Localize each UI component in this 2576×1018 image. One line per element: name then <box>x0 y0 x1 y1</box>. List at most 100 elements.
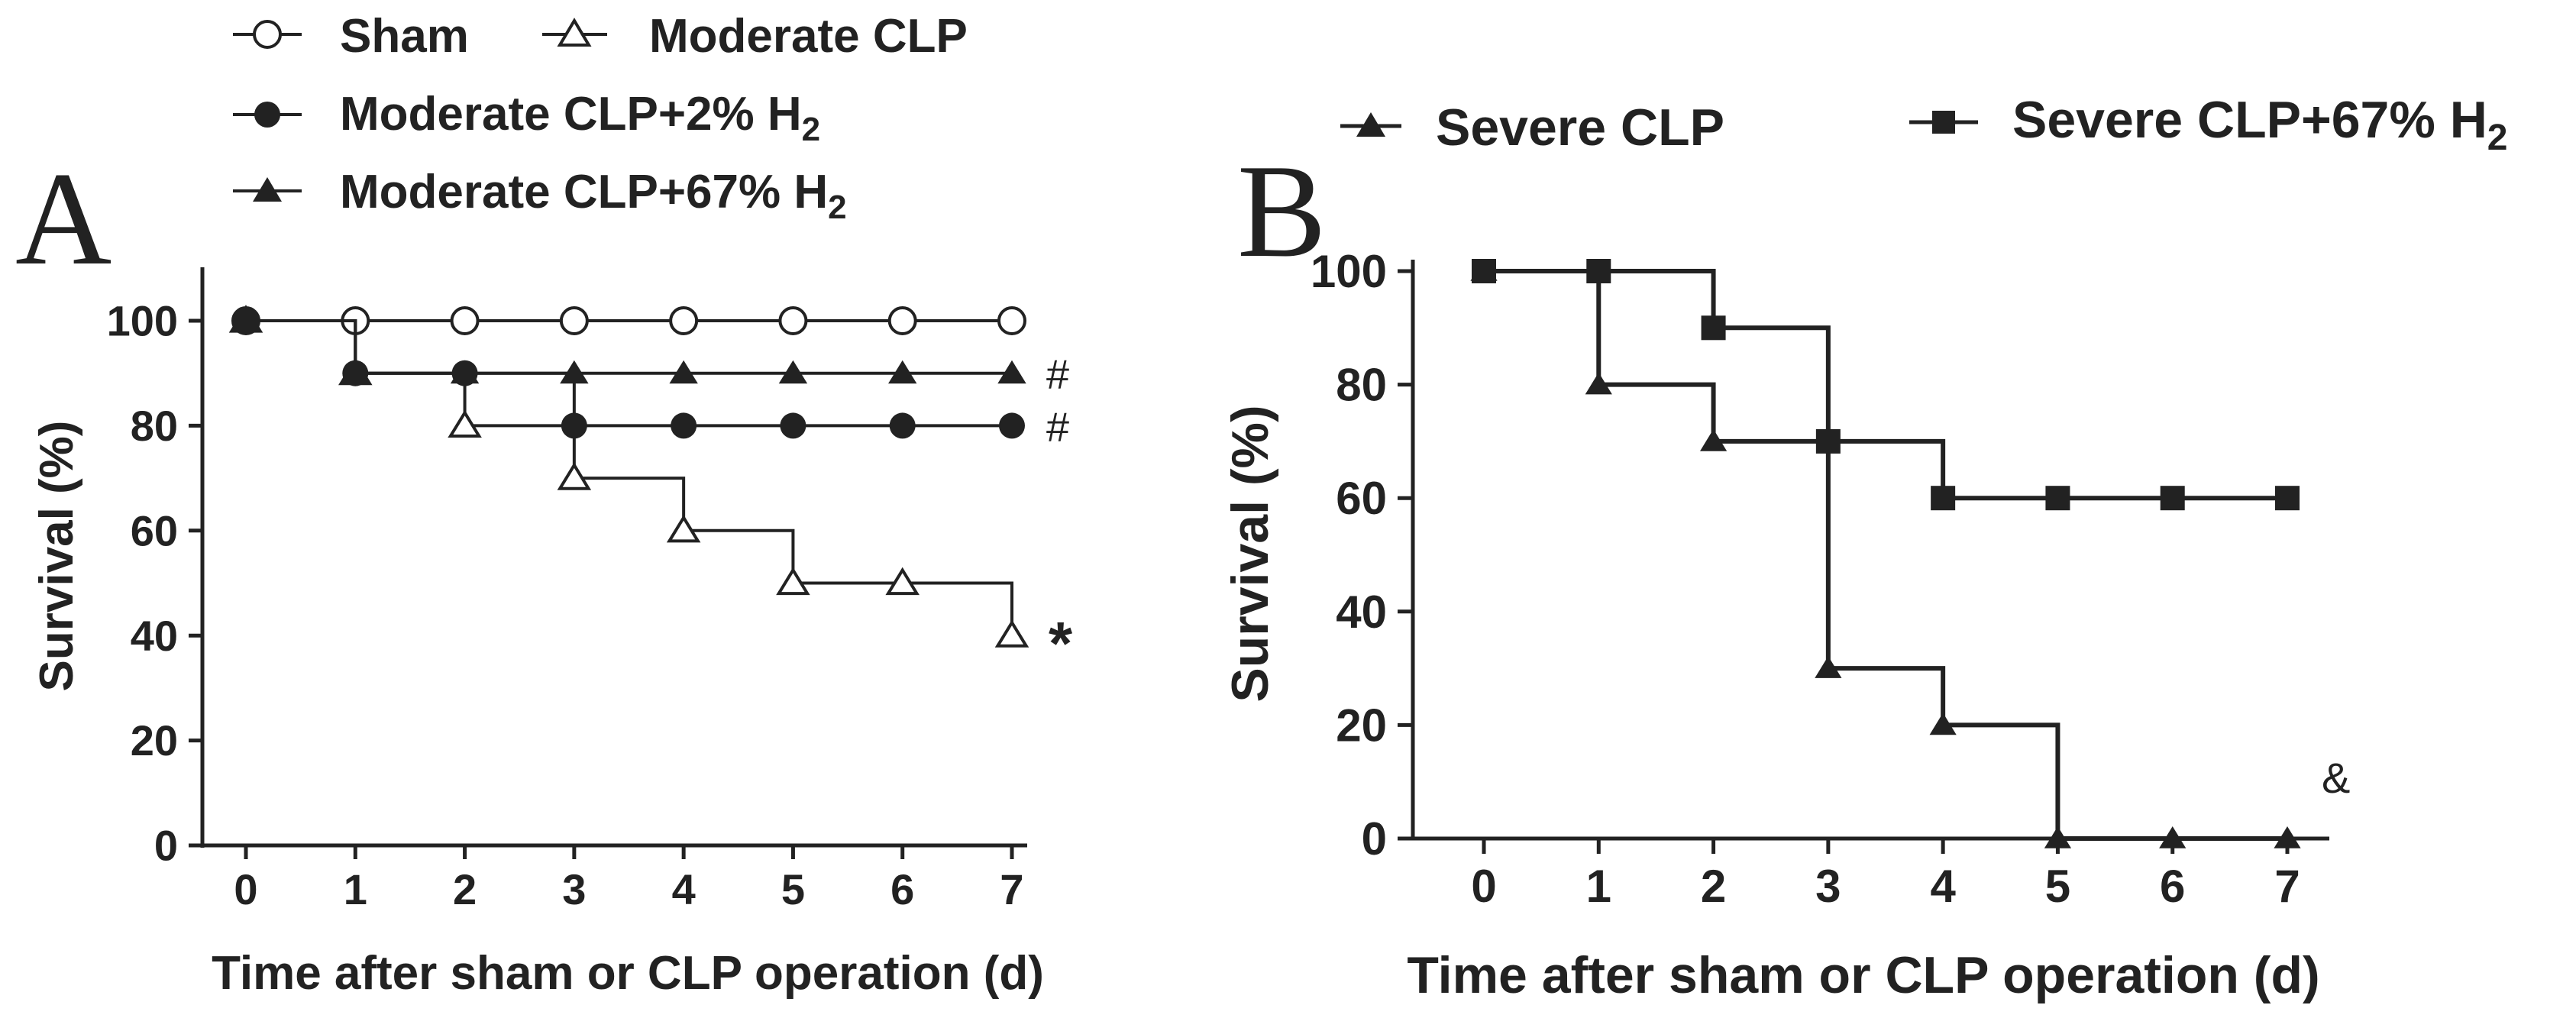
panel-b-label: B <box>1237 137 1327 285</box>
x-tick-label: 1 <box>344 865 367 913</box>
series-moderate-clp-67-h2: # <box>231 308 1069 398</box>
data-point <box>2045 486 2070 511</box>
data-point <box>780 412 806 439</box>
x-tick-label: 3 <box>562 865 586 913</box>
data-point <box>559 306 589 335</box>
filled-triangle-marker-icon <box>253 177 282 202</box>
significance-marker: & <box>2322 754 2350 802</box>
x-tick-label: 1 <box>1586 861 1611 912</box>
data-point <box>885 567 920 596</box>
x-tick-label: 3 <box>1815 861 1841 912</box>
y-axis-title: Survival (%) <box>31 421 83 692</box>
data-point <box>2044 826 2072 848</box>
x-tick-label: 6 <box>890 865 914 913</box>
x-tick-label: 7 <box>1000 865 1023 913</box>
filled-triangle-marker-icon <box>1356 112 1385 137</box>
data-point <box>889 412 916 439</box>
data-point <box>2275 486 2300 511</box>
data-point <box>997 306 1026 335</box>
y-tick-label: 40 <box>131 612 178 660</box>
panel-a: A Sham Moderate CLP Moderate CLP+2% H2 <box>15 10 1073 1000</box>
data-point <box>1701 315 1726 341</box>
data-point <box>448 409 482 438</box>
data-point <box>778 306 808 335</box>
legend-label: Moderate CLP+2% H2 <box>340 88 820 148</box>
data-point <box>2274 826 2301 848</box>
data-point <box>669 360 698 384</box>
legend-item-moderate-clp-67pct-h2: Moderate CLP+67% H2 <box>233 166 847 226</box>
data-point <box>1931 486 1956 511</box>
x-tick-label: 0 <box>234 865 257 913</box>
data-point <box>666 514 701 543</box>
data-point <box>2160 486 2185 511</box>
data-point <box>450 360 480 384</box>
panel-b-legend: Severe CLP Severe CLP+67% H2 <box>1340 91 2508 158</box>
data-point <box>231 308 260 331</box>
y-tick-label: 100 <box>1311 246 1387 297</box>
significance-marker: # <box>1046 352 1069 398</box>
data-point <box>888 360 917 384</box>
data-point <box>561 412 587 439</box>
x-axis-title: Time after sham or CLP operation (d) <box>212 947 1044 1000</box>
filled-circle-marker-icon <box>254 102 280 128</box>
y-tick-label: 100 <box>107 297 178 345</box>
legend-item-moderate-clp-2pct-h2: Moderate CLP+2% H2 <box>233 88 820 148</box>
survival-step-line <box>1484 269 2287 841</box>
data-point <box>994 619 1029 648</box>
x-tick-label: 5 <box>2045 861 2070 912</box>
panel-a-legend: Sham Moderate CLP Moderate CLP+2% H2 Mod… <box>233 10 968 226</box>
x-tick-label: 6 <box>2160 861 2185 912</box>
data-point <box>1699 428 1728 451</box>
data-point <box>776 567 810 596</box>
y-tick-label: 60 <box>1336 473 1387 524</box>
data-point <box>450 306 480 335</box>
y-tick-label: 0 <box>154 822 178 870</box>
y-tick-label: 0 <box>1362 813 1387 864</box>
x-tick-label: 4 <box>672 865 696 913</box>
series-severe-clp: & <box>1470 259 2350 848</box>
series-severe-clp-67-h2 <box>1472 259 2300 511</box>
legend-label: Moderate CLP <box>649 10 968 63</box>
open-triangle-marker-icon <box>557 18 592 47</box>
data-point <box>1815 428 1841 454</box>
data-point <box>887 306 917 335</box>
legend-item-moderate-clp: Moderate CLP <box>542 10 968 63</box>
y-tick-label: 80 <box>1336 360 1387 411</box>
data-point <box>1472 259 1496 283</box>
x-tick-label: 4 <box>1930 861 1956 912</box>
panel-b-plot-area: & <box>1470 259 2350 848</box>
data-point <box>557 462 592 490</box>
x-tick-label: 5 <box>781 865 805 913</box>
y-axis-title: Survival (%) <box>1221 405 1279 702</box>
y-tick-label: 20 <box>1336 700 1387 751</box>
legend-label: Moderate CLP+67% H2 <box>340 166 847 226</box>
data-point <box>778 360 808 384</box>
x-tick-label: 2 <box>1701 861 1726 912</box>
legend-item-severe-clp-67pct-h2: Severe CLP+67% H2 <box>1909 91 2508 158</box>
panel-b-axes: 0 20 40 60 80 100 0 1 2 3 4 5 6 7 <box>1311 246 2329 912</box>
y-tick-label: 80 <box>131 402 178 450</box>
y-tick-label: 60 <box>131 506 178 554</box>
legend-item-severe-clp: Severe CLP <box>1340 99 1724 157</box>
significance-marker: # <box>1046 404 1069 450</box>
open-circle-marker-icon <box>253 20 282 49</box>
x-tick-label: 7 <box>2274 861 2300 912</box>
data-point <box>1586 259 1611 283</box>
data-point <box>999 412 1025 439</box>
series-sham <box>231 306 1026 335</box>
legend-item-sham: Sham <box>233 10 469 63</box>
y-tick-label: 40 <box>1336 587 1387 638</box>
panel-b: B Severe CLP Severe CLP+67% H2 020406080… <box>1221 91 2508 1004</box>
data-point <box>669 306 699 335</box>
data-point <box>2159 826 2187 848</box>
data-point <box>1815 656 1842 678</box>
significance-marker: * <box>1049 609 1073 677</box>
data-point <box>997 360 1026 384</box>
data-point <box>1585 372 1612 395</box>
data-point <box>1929 713 1957 735</box>
x-axis-title: Time after sham or CLP operation (d) <box>1407 946 2319 1004</box>
panel-a-label: A <box>15 144 112 292</box>
panel-a-plot-area: * # # <box>228 305 1073 677</box>
x-tick-label: 0 <box>1471 861 1496 912</box>
